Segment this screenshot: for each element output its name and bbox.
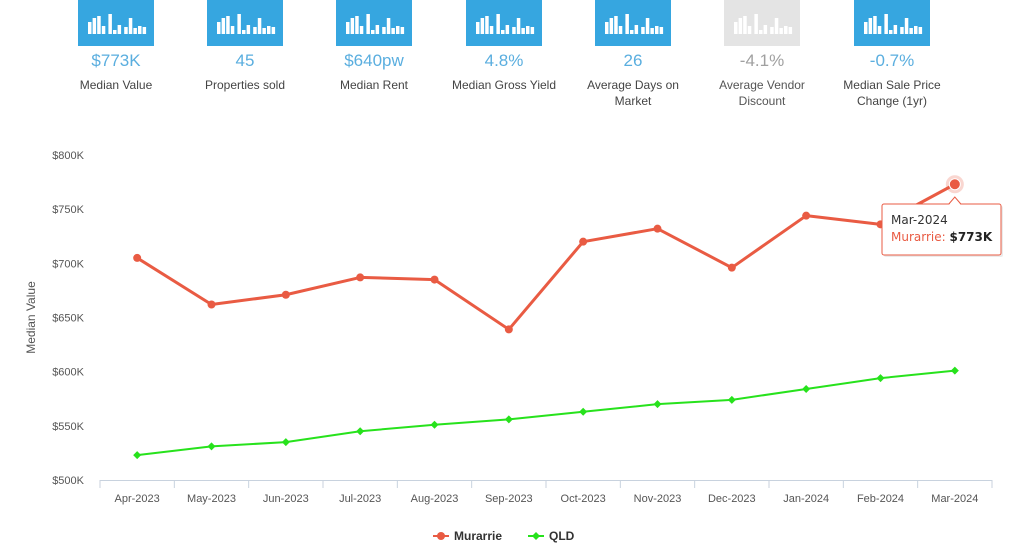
y-tick-label: $800K — [52, 150, 84, 162]
data-point-murarrie — [133, 253, 142, 262]
data-point-murarrie — [579, 237, 588, 246]
median-value-chart: $500K $550K $600K $650K $700K $750K $800K Media… — [24, 150, 1003, 543]
tooltip-arrow — [948, 196, 962, 205]
stat-1[interactable]: 45 Properties sold — [180, 0, 310, 93]
x-tick-label: May-2023 — [187, 493, 236, 505]
bar-chart-icon — [724, 0, 800, 46]
stat-value: 45 — [235, 51, 255, 70]
data-point-murarrie — [430, 275, 439, 284]
stat-0[interactable]: $773K Median Value — [51, 0, 181, 93]
stat-label: Median Value — [79, 78, 153, 92]
x-tick-label: Jun-2023 — [263, 493, 309, 505]
data-point-qld — [430, 420, 439, 429]
legend-marker-qld — [532, 532, 540, 540]
data-point-murarrie — [948, 178, 961, 191]
tooltip-category: Mar-2024 — [891, 213, 948, 227]
stat-label: Properties sold — [204, 78, 286, 92]
data-point-qld — [802, 385, 811, 393]
bar-chart-icon — [595, 0, 671, 46]
stat-label: Average Days on Market — [587, 78, 679, 108]
stat-value: -0.7% — [869, 51, 915, 70]
x-tick-label: Sep-2023 — [485, 493, 533, 505]
data-point-qld — [653, 400, 662, 409]
stat-label: Median Gross Yield — [451, 78, 557, 92]
data-point-qld — [207, 442, 216, 451]
bar-chart-icon — [78, 0, 154, 46]
x-tick-label: Jul-2023 — [339, 493, 381, 505]
data-point-murarrie — [802, 211, 811, 220]
stat-value: $640pw — [344, 51, 404, 70]
x-tick-label: Aug-2023 — [411, 493, 459, 505]
stat-5[interactable]: -4.1% Average Vendor Discount — [697, 0, 827, 109]
series-line-murarrie — [136, 182, 956, 331]
series-line-qld — [137, 369, 955, 457]
y-tick-label: $700K — [52, 258, 84, 270]
bar-chart-icon — [466, 0, 542, 46]
legend-label-qld: QLD — [549, 529, 575, 543]
stat-label: Median Sale Price Change (1yr) — [843, 78, 941, 108]
data-point-qld — [579, 407, 588, 416]
data-point-murarrie — [207, 300, 216, 309]
data-point-murarrie — [356, 273, 365, 282]
bar-chart-icon — [336, 0, 412, 46]
data-point-murarrie — [281, 290, 290, 299]
tooltip-box — [881, 203, 1002, 256]
data-point-qld — [876, 374, 885, 383]
data-point-qld — [356, 427, 365, 436]
bar-chart-icon — [854, 0, 930, 46]
data-point-qld — [727, 395, 736, 404]
y-tick-label: $500K — [52, 475, 84, 487]
stat-6[interactable]: -0.7% Median Sale Price Change (1yr) — [827, 0, 957, 109]
stat-label: Median Rent — [339, 78, 409, 92]
data-point-qld — [950, 366, 959, 375]
bar-chart-icon — [207, 0, 283, 46]
tooltip-value: Murarrie: $773K — [891, 230, 993, 244]
stat-value: 26 — [623, 51, 643, 70]
data-point-murarrie — [504, 325, 513, 334]
y-tick-label: $750K — [52, 204, 84, 216]
stats-bar: $773K Median Value 45 Properties sold $640pw… — [52, 0, 1012, 130]
x-tick-label: Nov-2023 — [634, 493, 682, 505]
y-tick-label: $650K — [52, 313, 84, 325]
y-tick-label: $600K — [52, 367, 84, 379]
stat-4[interactable]: 26 Average Days on Market — [568, 0, 698, 109]
y-axis-title: Median Value — [24, 281, 38, 354]
legend-marker-murarrie — [437, 532, 445, 540]
stat-value: 4.8% — [484, 51, 524, 70]
x-tick-label: Jan-2024 — [783, 493, 829, 505]
x-tick-label: Feb-2024 — [857, 493, 904, 505]
stat-value: $773K — [91, 51, 141, 70]
y-tick-label: $550K — [52, 421, 84, 433]
data-point-qld — [133, 451, 142, 460]
data-point-murarrie — [727, 263, 736, 272]
x-tick-label: Mar-2024 — [931, 493, 978, 505]
stat-3[interactable]: 4.8% Median Gross Yield — [439, 0, 569, 93]
data-point-qld — [281, 438, 290, 447]
tooltip-arrow-fill — [948, 197, 961, 205]
data-point-qld — [504, 415, 513, 424]
stat-2[interactable]: $640pw Median Rent — [309, 0, 439, 93]
data-point-murarrie — [653, 224, 662, 233]
x-tick-label: Dec-2023 — [708, 493, 756, 505]
stat-value: -4.1% — [739, 51, 785, 70]
legend-label-murarrie: Murarrie — [454, 529, 502, 543]
stat-label: Average Vendor Discount — [719, 78, 805, 108]
x-tick-label: Apr-2023 — [115, 493, 160, 505]
x-tick-label: Oct-2023 — [561, 493, 606, 505]
